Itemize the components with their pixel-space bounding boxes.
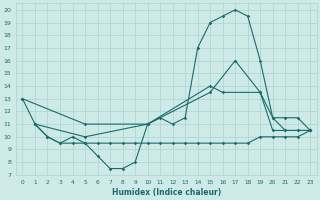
X-axis label: Humidex (Indice chaleur): Humidex (Indice chaleur)	[112, 188, 221, 197]
